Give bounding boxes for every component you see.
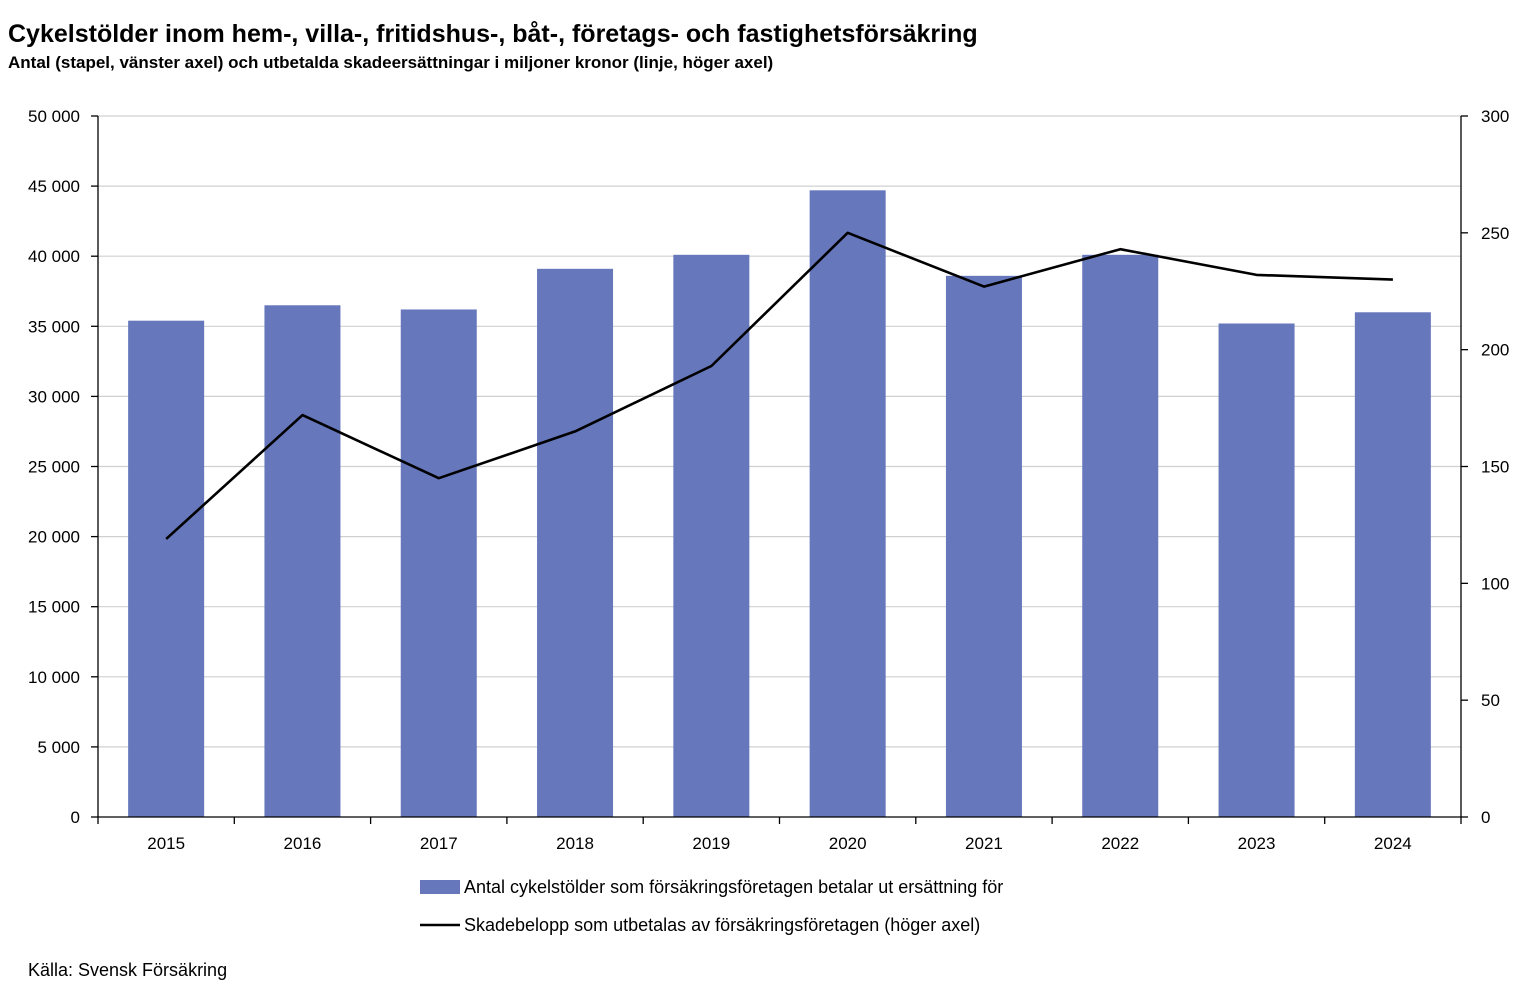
left-tick-label: 50 000 [28,107,80,126]
right-tick-label: 200 [1481,341,1509,360]
bar [400,309,477,817]
line-series [165,231,1393,540]
left-tick-label: 35 000 [28,317,80,336]
left-tick-label: 0 [71,808,80,827]
bar [673,254,750,818]
bar [264,305,341,817]
legend-swatch-bars [420,880,460,894]
left-tick-label: 40 000 [28,247,80,266]
bar [1082,254,1159,818]
x-tick-label: 2024 [1374,834,1412,853]
bar [128,320,205,817]
bar [945,275,1022,817]
left-tick-label: 10 000 [28,668,80,687]
x-tick-label: 2023 [1238,834,1276,853]
x-tick-label: 2020 [829,834,867,853]
x-tick-label: 2016 [284,834,322,853]
legend-label-bars: Antal cykelstölder som försäkringsföreta… [464,877,1003,897]
bar [809,190,886,817]
right-tick-label: 100 [1481,574,1509,593]
right-tick-label: 0 [1481,808,1490,827]
chart-subtitle: Antal (stapel, vänster axel) och utbetal… [8,53,774,72]
right-tick-label: 300 [1481,107,1509,126]
left-tick-label: 45 000 [28,177,80,196]
x-tick-label: 2017 [420,834,458,853]
bar [1354,312,1431,817]
left-tick-label: 15 000 [28,598,80,617]
x-tick-label: 2019 [692,834,730,853]
x-tick-label: 2015 [147,834,185,853]
x-tick-label: 2022 [1101,834,1139,853]
left-tick-label: 5 000 [37,738,80,757]
bar [1218,323,1295,817]
source-note: Källa: Svensk Försäkring [28,960,228,980]
x-tick-label: 2021 [965,834,1003,853]
right-tick-label: 50 [1481,691,1500,710]
left-tick-label: 25 000 [28,458,80,477]
chart-title: Cykelstölder inom hem-, villa-, fritidsh… [8,20,978,48]
x-tick-label: 2018 [556,834,594,853]
legend-label-line: Skadebelopp som utbetalas av försäkrings… [464,915,980,935]
left-tick-label: 30 000 [28,387,80,406]
left-tick-label: 20 000 [28,528,80,547]
bar [537,268,614,817]
right-tick-label: 250 [1481,224,1509,243]
right-tick-label: 150 [1481,458,1509,477]
